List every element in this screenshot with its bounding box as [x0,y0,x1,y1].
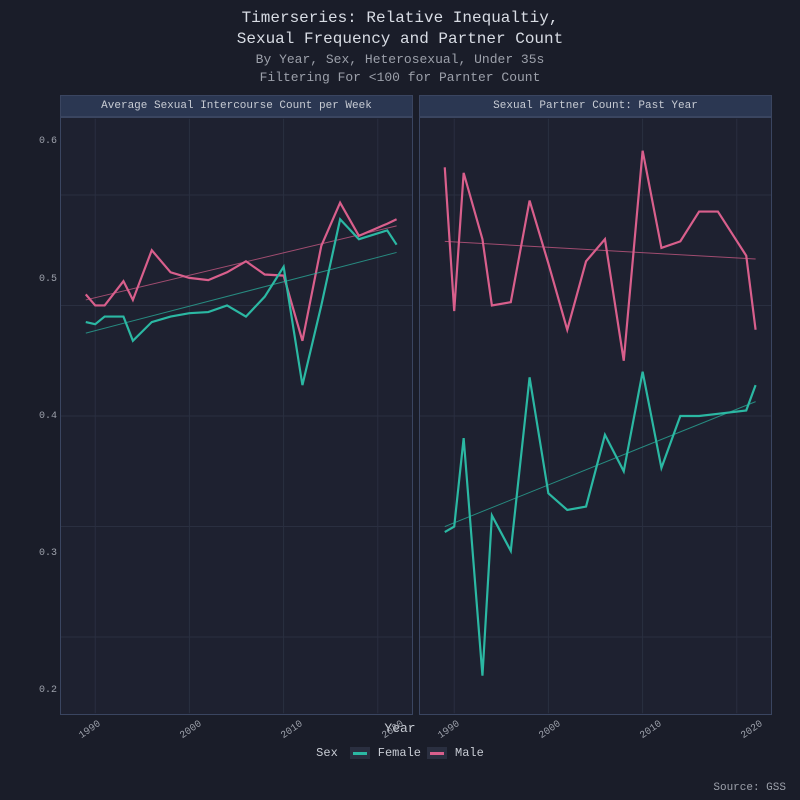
facet-panels: Average Sexual Intercourse Count per Wee… [0,95,800,715]
panel-right-title: Sexual Partner Count: Past Year [419,95,772,117]
chart-header: Timerseries: Relative Inequaltiy, Sexual… [0,0,800,91]
legend-label-female: Female [378,746,421,760]
panel-right: Sexual Partner Count: Past Year 19902000… [419,95,772,715]
legend-swatch-male [427,747,447,759]
x-tick-labels: 1990200020102020 [420,719,771,730]
panel-right-svg [420,118,771,714]
panel-left-svg [61,118,412,714]
chart-title-line2: Sexual Frequency and Partner Count [0,29,800,50]
legend: Sex Female Male [0,746,800,760]
panel-left: Average Sexual Intercourse Count per Wee… [60,95,413,715]
legend-label-male: Male [455,746,484,760]
chart-subtitle-line1: By Year, Sex, Heterosexual, Under 35s [0,52,800,69]
source-caption: Source: GSS [713,782,786,794]
chart-title-line1: Timerseries: Relative Inequaltiy, [0,8,800,29]
panel-right-plot: 1990200020102020 [419,117,772,715]
panel-left-plot: 0.60.50.40.30.2 1990200020102020 [60,117,413,715]
legend-title: Sex [316,746,338,760]
legend-swatch-female [350,747,370,759]
y-tick-labels: 0.60.50.40.30.2 [29,118,57,714]
chart-subtitle-line2: Filtering For <100 for Parnter Count [0,70,800,87]
x-tick-labels: 1990200020102020 [61,719,412,730]
panel-left-title: Average Sexual Intercourse Count per Wee… [60,95,413,117]
